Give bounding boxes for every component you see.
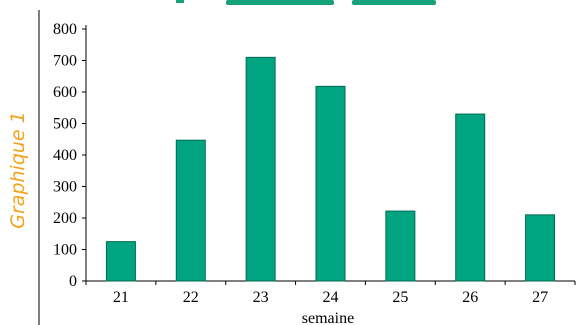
y-tick-label: 400 — [53, 147, 77, 164]
x-tick-label: 21 — [113, 289, 129, 306]
y-tick-label: 600 — [53, 84, 77, 101]
side-label: Graphique 1 — [7, 111, 29, 228]
bar-week-26 — [455, 113, 486, 282]
x-tick-label: 23 — [253, 289, 269, 306]
bar-week-25 — [385, 210, 416, 282]
x-tick-label: 22 — [183, 289, 199, 306]
y-tick-label: 300 — [53, 179, 77, 196]
y-tick-label: 100 — [53, 242, 77, 259]
x-tick-label: 24 — [323, 289, 339, 306]
y-tick-label: 700 — [53, 53, 77, 70]
y-tick-label: 500 — [53, 116, 77, 133]
x-axis-title: semaine — [302, 310, 354, 325]
y-tick-label: 0 — [69, 273, 77, 290]
x-tick-label: 27 — [532, 289, 548, 306]
y-tick-label: 200 — [53, 210, 77, 227]
x-tick-label: 26 — [462, 289, 478, 306]
bar-week-27 — [525, 214, 556, 282]
cropped-title-banner — [176, 0, 436, 5]
bar-week-24 — [315, 85, 346, 282]
bar-week-22 — [175, 139, 206, 282]
plot-area: 0 100 200 300 400 500 600 700 800 21 22 23 24 25 26 27 — [53, 21, 576, 306]
bar-week-23 — [245, 56, 276, 282]
y-tick-label: 800 — [53, 21, 77, 38]
x-tick-label: 25 — [392, 289, 408, 306]
bar-week-21 — [105, 241, 136, 282]
